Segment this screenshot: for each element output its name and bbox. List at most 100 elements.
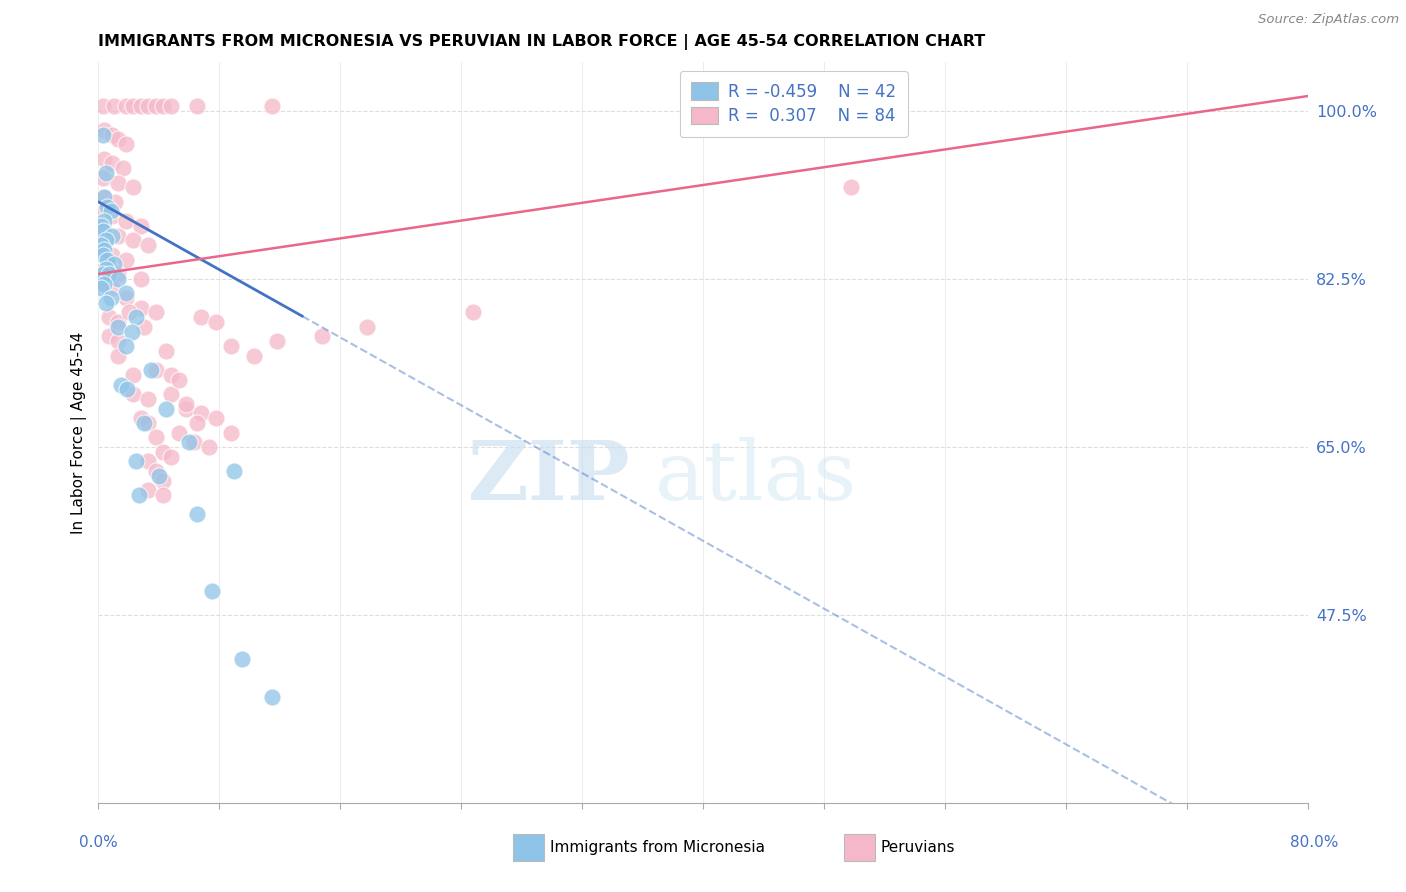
Point [148,469,170,483]
Point [110,377,132,392]
Legend: R = -0.459    N = 42, R =  0.307    N = 84: R = -0.459 N = 42, R = 0.307 N = 84 [679,70,908,137]
Point [114,252,136,267]
Point [174,397,197,411]
Point [101,156,124,170]
Point [107,228,129,243]
Point [167,425,190,440]
Point [186,416,208,430]
Point [183,435,205,450]
Point [94,166,117,180]
Point [145,363,167,377]
Point [262,99,284,113]
Point [93,190,115,204]
Point [266,334,288,349]
Point [145,99,167,113]
Point [93,277,115,291]
Point [91,224,114,238]
Text: Immigrants from Micronesia: Immigrants from Micronesia [550,840,765,855]
Point [91,128,114,142]
Point [98,310,121,325]
Point [155,401,177,416]
Point [107,176,129,190]
Point [145,305,167,319]
Point [224,464,246,478]
Point [114,137,136,152]
Point [125,454,148,468]
Point [107,132,129,146]
Point [221,425,243,440]
Point [128,488,150,502]
Point [93,243,115,257]
Point [94,233,117,247]
Point [129,219,152,233]
Point [93,277,115,291]
Point [94,262,117,277]
Point [122,99,145,113]
Point [205,315,228,329]
Point [356,319,378,334]
Point [91,170,114,185]
Point [197,440,219,454]
Point [91,267,114,281]
Point [201,584,224,599]
Point [101,128,124,142]
Point [155,343,177,358]
Point [152,445,174,459]
Point [136,99,159,113]
Point [90,281,112,295]
Point [179,435,201,450]
Point [114,286,136,301]
Point [93,152,115,166]
Point [125,310,148,325]
Point [122,180,145,194]
Point [114,99,136,113]
Point [129,99,152,113]
Text: Source: ZipAtlas.com: Source: ZipAtlas.com [1258,13,1399,27]
Point [174,401,197,416]
Point [103,257,125,271]
Point [160,99,183,113]
Point [101,248,124,262]
Point [98,267,121,281]
Point [463,305,485,319]
Point [152,99,174,113]
Point [101,209,124,223]
Text: atlas: atlas [655,437,856,517]
Point [122,233,145,247]
Point [231,651,253,665]
Point [100,204,122,219]
Point [93,204,115,219]
Point [111,161,134,176]
Text: 0.0%: 0.0% [79,836,118,850]
Point [186,508,208,522]
Point [107,349,129,363]
Point [114,214,136,228]
Point [93,262,115,277]
Point [104,194,127,209]
Point [160,387,183,401]
Point [152,488,174,502]
Point [190,406,212,420]
Point [221,339,243,353]
Point [107,334,129,349]
Point [311,329,333,343]
Point [167,373,190,387]
Point [122,368,145,382]
Point [94,295,117,310]
Point [115,382,138,396]
Point [93,224,115,238]
Point [114,291,136,305]
Point [103,99,125,113]
Point [118,305,141,319]
Point [141,363,163,377]
Point [107,319,129,334]
Point [107,267,129,281]
Y-axis label: In Labor Force | Age 45-54: In Labor Force | Age 45-54 [72,332,87,533]
Point [129,301,152,315]
Point [107,272,129,286]
Text: 80.0%: 80.0% [1291,836,1339,850]
Point [136,392,159,406]
Point [839,180,862,194]
Point [145,464,167,478]
Point [243,349,266,363]
